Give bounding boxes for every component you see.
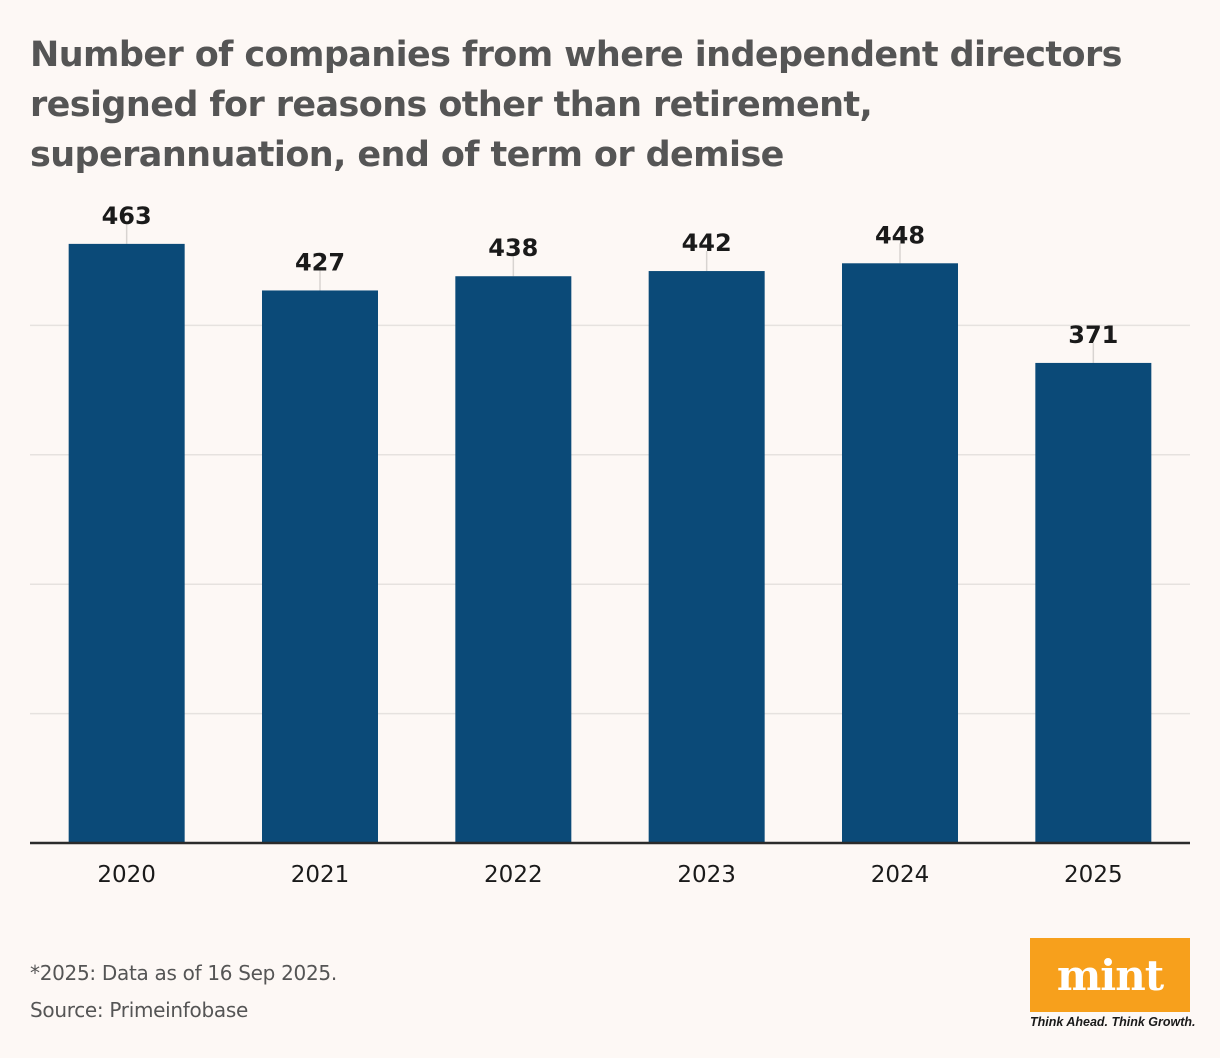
value-label: 371 bbox=[1068, 321, 1118, 349]
bar bbox=[262, 290, 378, 843]
x-tick-label: 2024 bbox=[871, 862, 930, 888]
mint-logo: mint bbox=[1030, 938, 1190, 1012]
x-tick-label: 2023 bbox=[677, 862, 736, 888]
bar bbox=[648, 271, 765, 843]
bar bbox=[1035, 362, 1152, 843]
bar bbox=[455, 276, 572, 843]
chart-title: Number of companies from where independe… bbox=[30, 35, 1122, 175]
value-label: 438 bbox=[488, 234, 538, 262]
gridlines bbox=[30, 324, 1190, 715]
footnote: *2025: Data as of 16 Sep 2025. bbox=[30, 961, 337, 985]
value-label: 427 bbox=[295, 248, 345, 276]
value-label: 442 bbox=[682, 229, 732, 257]
x-tick-labels: 2020 2021 2022 2023 2024 2025 bbox=[97, 862, 1122, 888]
source-note: Source: Primeinfobase bbox=[30, 998, 248, 1022]
value-label: 448 bbox=[875, 221, 925, 249]
x-tick-label: 2022 bbox=[484, 862, 543, 888]
x-tick-label: 2021 bbox=[291, 862, 350, 888]
bar bbox=[842, 263, 958, 844]
x-tick-label: 2025 bbox=[1064, 862, 1123, 888]
bars bbox=[68, 243, 1152, 844]
label-stems bbox=[125, 223, 1095, 363]
value-label: 463 bbox=[102, 202, 152, 230]
value-labels: 463 427 438 442 448 371 bbox=[102, 202, 1119, 349]
brand-tagline: Think Ahead. Think Growth. bbox=[1030, 1015, 1196, 1029]
bar bbox=[68, 243, 185, 844]
x-tick-label: 2020 bbox=[97, 862, 156, 888]
